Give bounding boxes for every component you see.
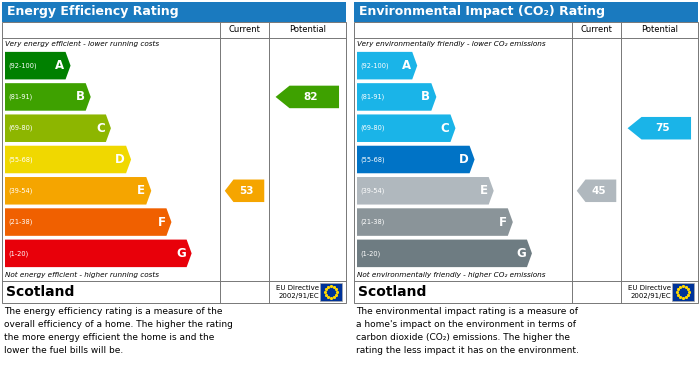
Text: Energy Efficiency Rating: Energy Efficiency Rating bbox=[7, 5, 178, 18]
Polygon shape bbox=[357, 208, 513, 236]
Text: The environmental impact rating is a measure of
a home's impact on the environme: The environmental impact rating is a mea… bbox=[356, 307, 579, 355]
Text: 53: 53 bbox=[239, 186, 253, 196]
Bar bbox=[672, 283, 694, 301]
Text: E: E bbox=[137, 184, 146, 197]
Polygon shape bbox=[5, 115, 111, 142]
Text: (81-91): (81-91) bbox=[360, 94, 384, 100]
Text: A: A bbox=[402, 59, 411, 72]
Text: Very environmentally friendly - lower CO₂ emissions: Very environmentally friendly - lower CO… bbox=[357, 41, 545, 47]
Polygon shape bbox=[5, 146, 131, 173]
Text: EU Directive
2002/91/EC: EU Directive 2002/91/EC bbox=[276, 285, 319, 299]
Text: C: C bbox=[96, 122, 105, 135]
Text: Current: Current bbox=[580, 25, 612, 34]
Polygon shape bbox=[357, 146, 475, 173]
Text: 82: 82 bbox=[303, 92, 318, 102]
Text: B: B bbox=[421, 90, 430, 104]
Polygon shape bbox=[5, 52, 71, 79]
Text: (69-80): (69-80) bbox=[8, 125, 32, 131]
Polygon shape bbox=[357, 52, 417, 79]
Text: Not energy efficient - higher running costs: Not energy efficient - higher running co… bbox=[5, 272, 159, 278]
Text: G: G bbox=[516, 247, 526, 260]
Text: (81-91): (81-91) bbox=[8, 94, 32, 100]
Text: Environmental Impact (CO₂) Rating: Environmental Impact (CO₂) Rating bbox=[359, 5, 605, 18]
Text: (39-54): (39-54) bbox=[360, 188, 384, 194]
Polygon shape bbox=[357, 83, 436, 111]
Polygon shape bbox=[5, 208, 172, 236]
Text: Potential: Potential bbox=[640, 25, 678, 34]
Text: (39-54): (39-54) bbox=[8, 188, 32, 194]
Polygon shape bbox=[357, 177, 494, 204]
Text: D: D bbox=[458, 153, 468, 166]
Text: G: G bbox=[176, 247, 186, 260]
Bar bbox=[320, 283, 342, 301]
Text: (1-20): (1-20) bbox=[360, 250, 380, 256]
Polygon shape bbox=[628, 117, 691, 140]
Bar bbox=[354, 2, 698, 22]
Text: E: E bbox=[480, 184, 488, 197]
Polygon shape bbox=[5, 83, 91, 111]
Polygon shape bbox=[5, 240, 192, 267]
Polygon shape bbox=[276, 86, 339, 108]
Text: Very energy efficient - lower running costs: Very energy efficient - lower running co… bbox=[5, 41, 159, 47]
Polygon shape bbox=[357, 240, 532, 267]
Text: B: B bbox=[76, 90, 85, 104]
Text: The energy efficiency rating is a measure of the
overall efficiency of a home. T: The energy efficiency rating is a measur… bbox=[4, 307, 233, 355]
Text: F: F bbox=[158, 215, 165, 229]
Bar bbox=[354, 22, 698, 303]
Polygon shape bbox=[225, 179, 265, 202]
Text: (69-80): (69-80) bbox=[360, 125, 384, 131]
Text: (92-100): (92-100) bbox=[8, 63, 36, 69]
Text: 45: 45 bbox=[592, 186, 606, 196]
Text: A: A bbox=[55, 59, 64, 72]
Bar bbox=[2, 2, 346, 22]
Text: (55-68): (55-68) bbox=[8, 156, 33, 163]
Polygon shape bbox=[5, 177, 151, 204]
Text: Current: Current bbox=[229, 25, 260, 34]
Text: C: C bbox=[441, 122, 449, 135]
Text: (21-38): (21-38) bbox=[8, 219, 32, 225]
Text: F: F bbox=[499, 215, 507, 229]
Text: (21-38): (21-38) bbox=[360, 219, 384, 225]
Text: (1-20): (1-20) bbox=[8, 250, 28, 256]
Polygon shape bbox=[577, 179, 616, 202]
Text: Not environmentally friendly - higher CO₂ emissions: Not environmentally friendly - higher CO… bbox=[357, 272, 545, 278]
Text: EU Directive
2002/91/EC: EU Directive 2002/91/EC bbox=[628, 285, 671, 299]
Text: 75: 75 bbox=[655, 123, 670, 133]
Text: Scotland: Scotland bbox=[6, 285, 74, 299]
Text: (55-68): (55-68) bbox=[360, 156, 384, 163]
Text: Potential: Potential bbox=[289, 25, 326, 34]
Polygon shape bbox=[357, 115, 456, 142]
Text: Scotland: Scotland bbox=[358, 285, 426, 299]
Bar bbox=[2, 22, 346, 303]
Text: D: D bbox=[116, 153, 125, 166]
Text: (92-100): (92-100) bbox=[360, 63, 389, 69]
